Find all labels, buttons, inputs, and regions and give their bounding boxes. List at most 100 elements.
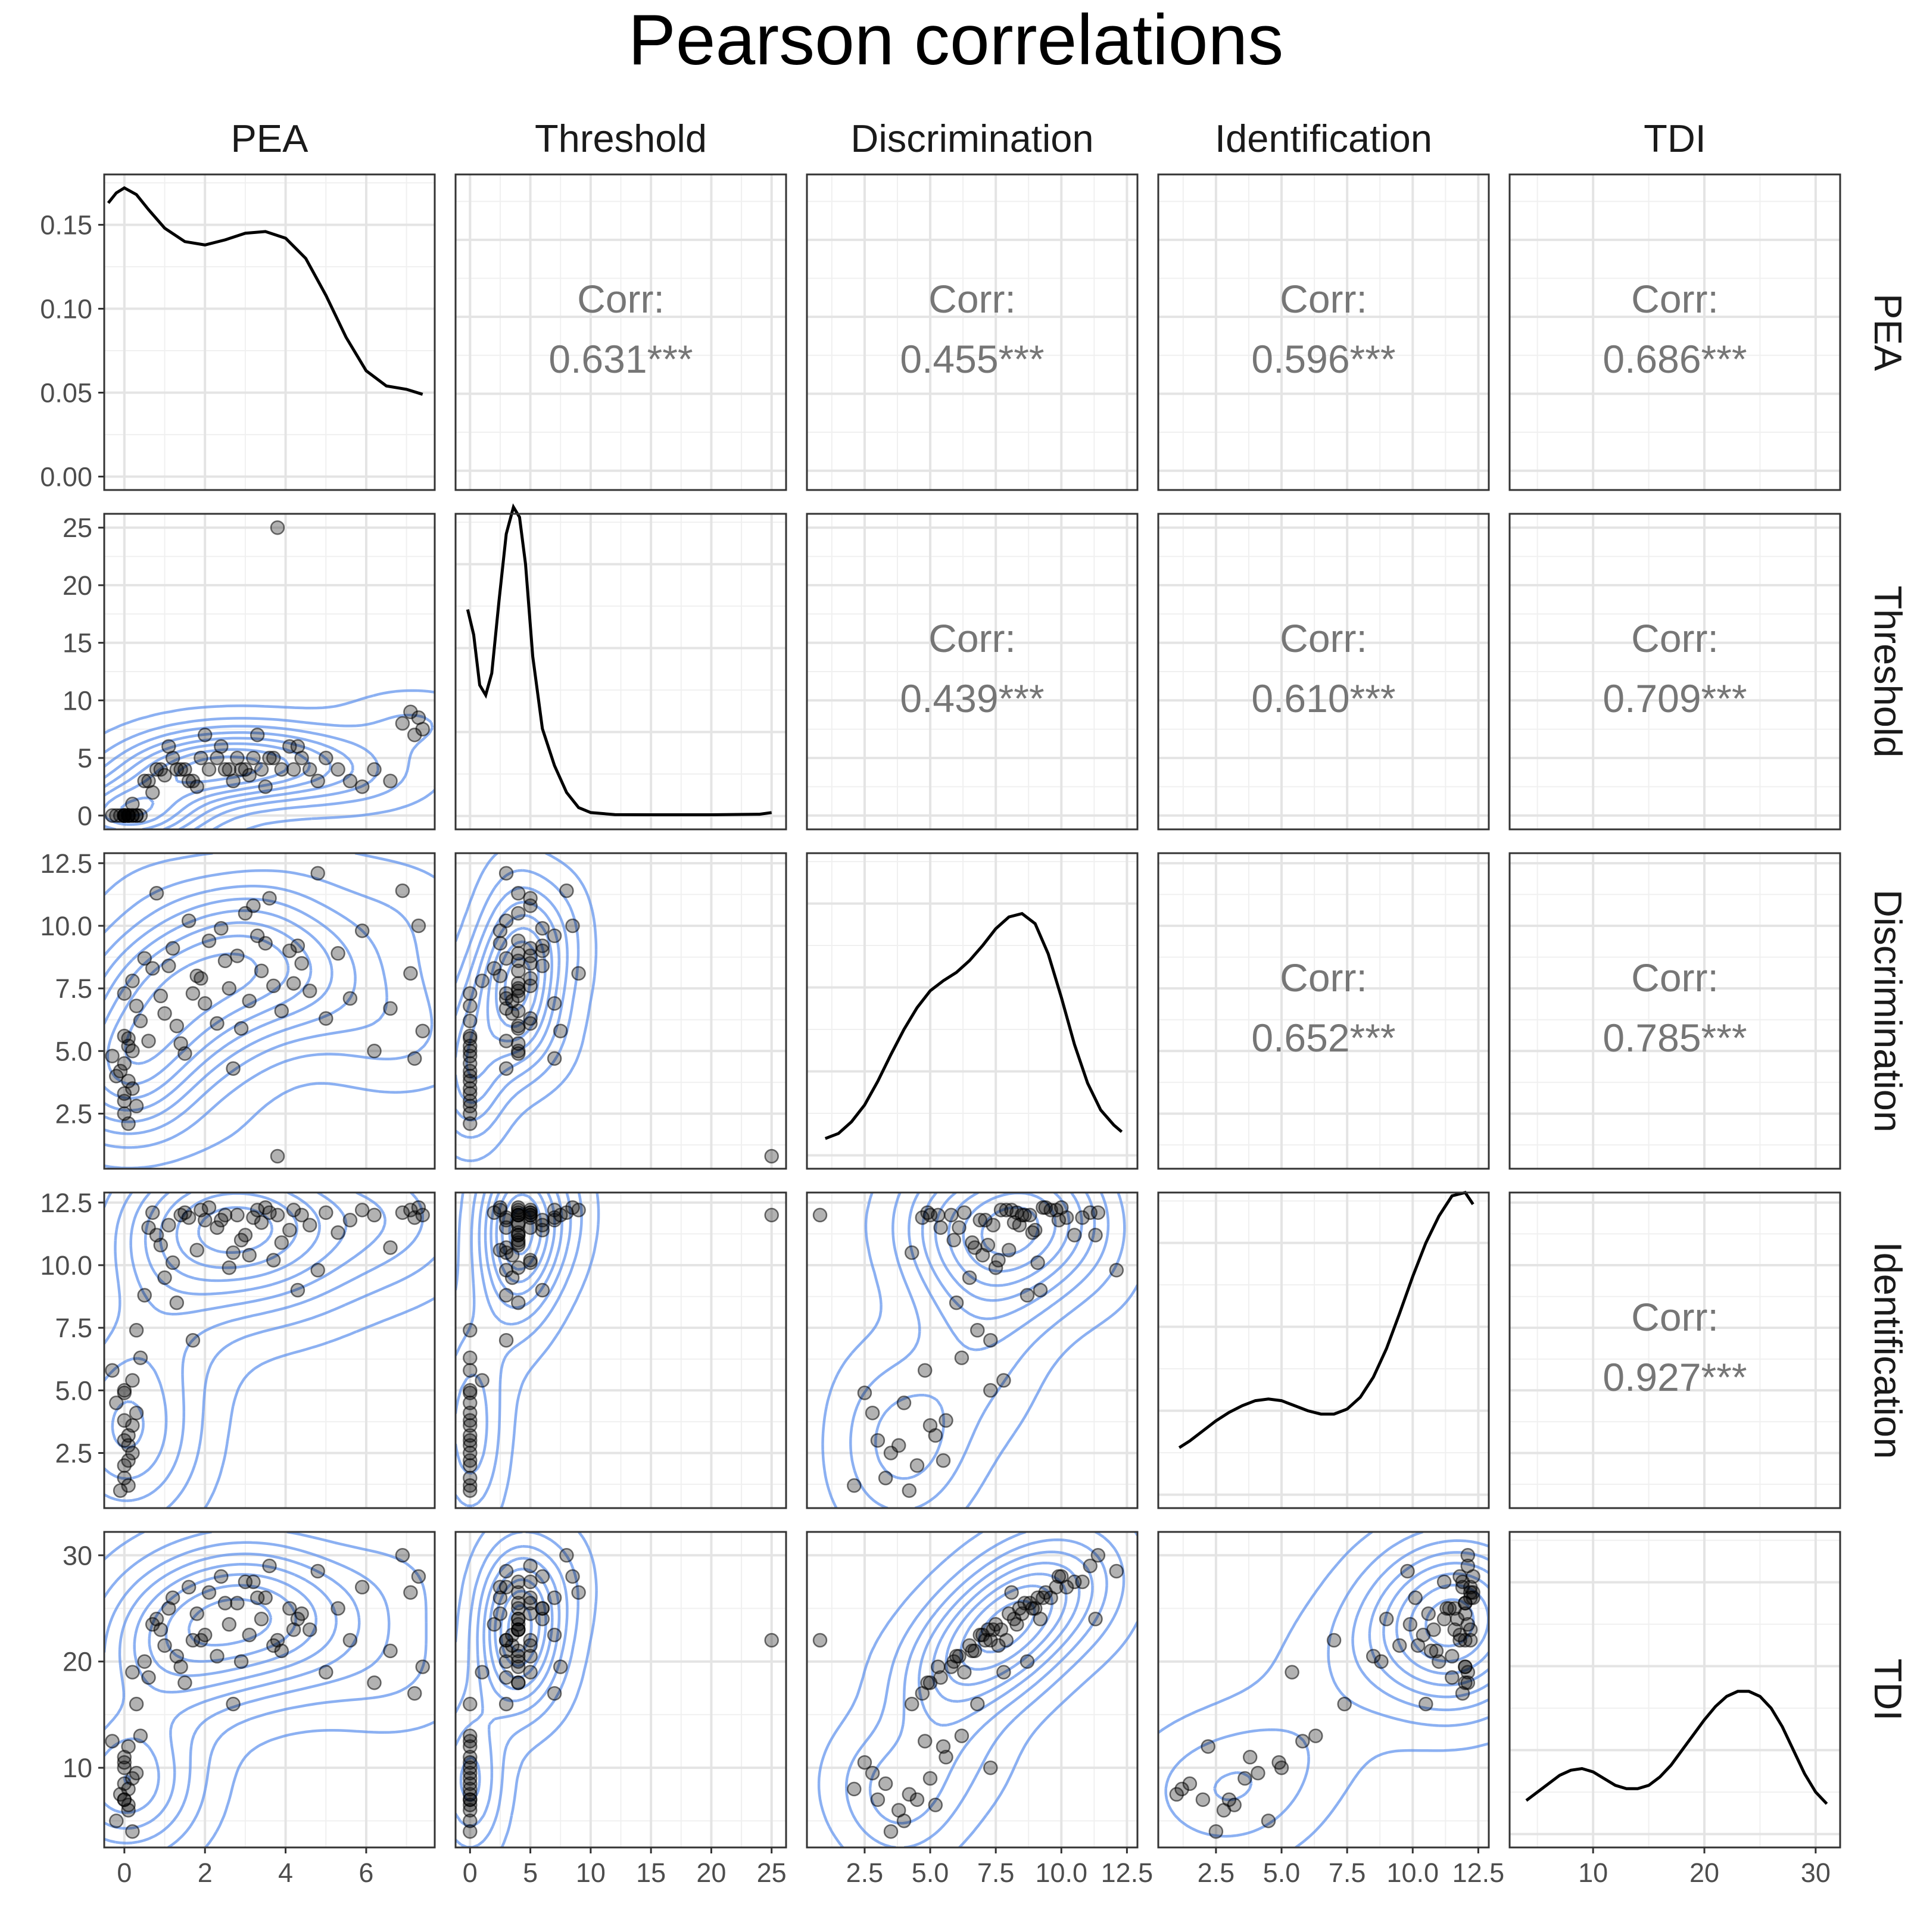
y-tick-label-tdi: 20 xyxy=(63,1647,92,1677)
x-tick-label-discrimination: 10.0 xyxy=(1035,1858,1087,1888)
data-point xyxy=(242,1247,257,1263)
data-point xyxy=(133,1350,148,1365)
data-point xyxy=(547,928,562,944)
data-point xyxy=(282,1222,297,1238)
data-point xyxy=(125,1665,140,1680)
data-point xyxy=(342,991,358,1006)
data-point xyxy=(535,1282,550,1298)
data-point xyxy=(952,1220,967,1235)
data-point xyxy=(197,996,213,1011)
data-point xyxy=(511,886,526,901)
data-point xyxy=(917,1734,933,1749)
data-point xyxy=(571,966,586,981)
data-point xyxy=(137,1654,152,1669)
data-point xyxy=(117,1755,132,1770)
panel-border xyxy=(103,1531,436,1849)
data-point xyxy=(939,1413,953,1428)
data-point xyxy=(463,1765,478,1781)
panel-threshold-tdi: Corr: 0.709*** xyxy=(1508,513,1841,831)
data-point xyxy=(1075,1210,1090,1225)
panel-threshold-identification: Corr: 0.610*** xyxy=(1157,513,1490,831)
data-point xyxy=(463,1797,478,1812)
data-point xyxy=(258,936,273,951)
data-point xyxy=(511,1044,526,1059)
data-point xyxy=(415,1023,430,1038)
data-point xyxy=(194,750,208,766)
data-point xyxy=(511,1295,526,1310)
data-point xyxy=(511,1260,526,1275)
data-point xyxy=(463,1478,478,1493)
data-point xyxy=(1075,1574,1090,1590)
density-curve-threshold xyxy=(466,503,772,816)
data-point xyxy=(764,1148,779,1164)
data-point xyxy=(928,1797,943,1812)
data-point xyxy=(161,1218,176,1232)
panel-threshold-threshold xyxy=(454,503,787,831)
data-point xyxy=(258,1200,273,1215)
data-point xyxy=(302,762,317,777)
panel-border xyxy=(454,173,787,491)
data-point xyxy=(1017,1596,1032,1610)
data-point xyxy=(145,785,160,800)
data-point xyxy=(342,773,358,789)
data-point xyxy=(217,1596,233,1610)
data-point xyxy=(1067,1574,1082,1590)
data-point xyxy=(274,1643,289,1659)
data-point xyxy=(1182,1776,1198,1791)
data-point xyxy=(463,998,478,1013)
x-tick-label-identification: 7.5 xyxy=(1329,1858,1366,1888)
data-point xyxy=(185,773,201,789)
data-point xyxy=(535,1569,550,1584)
data-point xyxy=(1251,1765,1265,1781)
data-point xyxy=(1402,1617,1418,1632)
panel-tdi-threshold xyxy=(454,1531,787,1849)
data-point xyxy=(169,1295,185,1310)
data-point xyxy=(946,1232,961,1248)
data-point xyxy=(117,986,132,1001)
strip-label-row-threshold: Threshold xyxy=(1866,585,1910,757)
panel-tdi-tdi xyxy=(1508,1531,1841,1849)
data-point xyxy=(1083,1205,1098,1220)
data-point xyxy=(1374,1654,1389,1669)
y-tick-label-pea: 0.15 xyxy=(40,210,92,241)
data-point xyxy=(1445,1649,1460,1664)
data-point xyxy=(463,1814,478,1828)
data-point xyxy=(993,1622,1009,1637)
data-point xyxy=(1201,1739,1215,1754)
panel-discrimination-threshold xyxy=(454,852,787,1170)
data-point xyxy=(319,1665,333,1680)
data-point xyxy=(883,1824,899,1839)
data-point xyxy=(511,1018,526,1034)
density-contour xyxy=(944,1572,1068,1686)
data-point xyxy=(125,797,140,811)
data-point xyxy=(535,959,550,973)
data-point xyxy=(511,984,526,998)
data-point xyxy=(310,866,325,881)
corr-value: 0.439*** xyxy=(900,676,1044,720)
data-point xyxy=(917,1363,933,1378)
data-point xyxy=(463,1433,478,1448)
data-point xyxy=(177,1205,192,1220)
data-point xyxy=(511,906,526,921)
data-point xyxy=(367,762,382,777)
data-point xyxy=(1088,1612,1103,1627)
data-point xyxy=(954,1728,969,1743)
data-point xyxy=(463,1418,478,1433)
data-point xyxy=(217,762,233,777)
data-point xyxy=(565,918,580,934)
data-point xyxy=(511,1643,526,1659)
data-point xyxy=(523,956,538,971)
data-point xyxy=(962,1270,977,1285)
data-point xyxy=(957,1205,972,1220)
data-point xyxy=(970,1323,985,1338)
data-point xyxy=(463,1787,478,1802)
data-point xyxy=(331,946,345,961)
data-point xyxy=(233,762,249,777)
y-tick-label-discrimination: 7.5 xyxy=(55,973,92,1004)
density-contour xyxy=(817,1532,1137,1847)
data-point xyxy=(319,750,333,766)
data-point xyxy=(487,1617,502,1632)
data-point xyxy=(133,808,148,823)
y-tick-label-identification: 12.5 xyxy=(40,1188,92,1218)
